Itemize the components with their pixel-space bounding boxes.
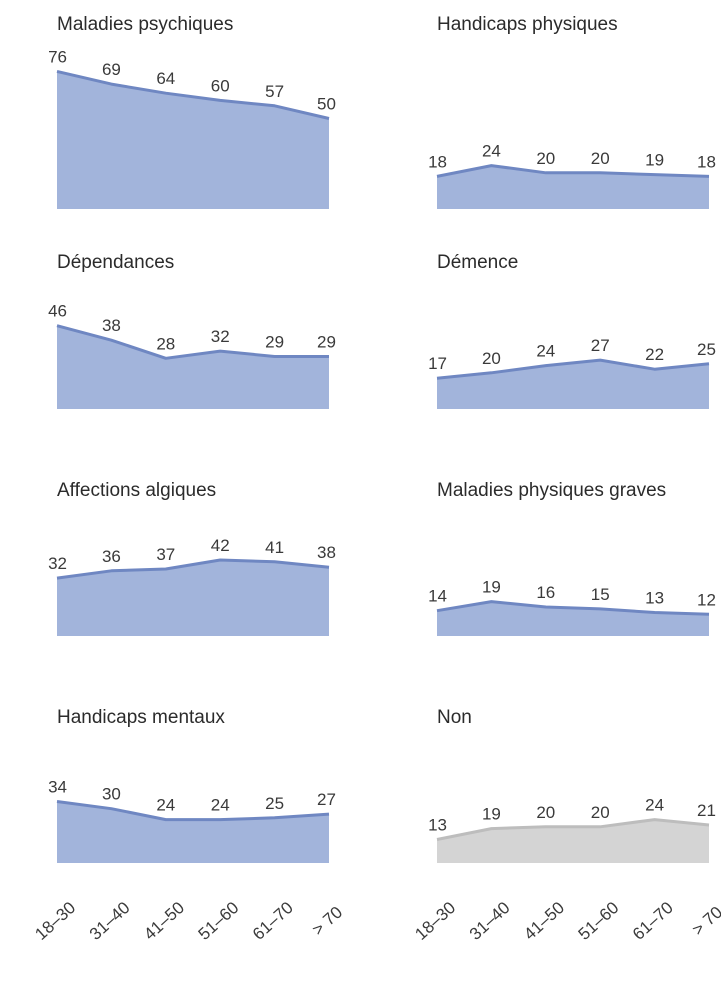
data-label: 24: [211, 796, 230, 815]
data-label: 50: [317, 95, 336, 114]
x-tick-label: 18–30: [31, 898, 79, 944]
data-label: 18: [428, 152, 447, 171]
data-label: 20: [536, 149, 555, 168]
series-line: [436, 164, 710, 178]
x-tick-label: 61–70: [629, 898, 677, 944]
data-label: 25: [697, 340, 716, 359]
area-fill: [57, 560, 329, 636]
panel-4: Démence 17 20 24 27 22 25: [428, 252, 716, 409]
data-label: 34: [48, 777, 67, 796]
data-label: 32: [48, 554, 67, 573]
data-label: 24: [482, 142, 501, 161]
data-label: 18: [697, 152, 716, 171]
data-label: 29: [317, 333, 336, 352]
data-label: 60: [211, 76, 230, 95]
data-label: 15: [591, 585, 610, 604]
data-label: 13: [428, 815, 447, 834]
x-tick-label: 31–40: [86, 898, 134, 944]
x-tick-label: 41–50: [520, 898, 568, 944]
data-label: 42: [211, 536, 230, 555]
data-label: 19: [482, 578, 501, 597]
series-line: [436, 358, 710, 380]
data-label: 38: [102, 316, 121, 335]
panel-title: Maladies physiques graves: [437, 480, 666, 501]
panel-3: Dépendances 46 38 28 32 29 29: [48, 252, 336, 409]
series-line: [56, 69, 330, 120]
data-label: 29: [265, 333, 284, 352]
panel-title: Non: [437, 707, 472, 728]
data-label: 17: [428, 354, 447, 373]
panel-7: Handicaps mentaux 34 30 24 24 25 27: [48, 707, 336, 863]
data-label: 41: [265, 538, 284, 557]
series-line: [56, 558, 330, 580]
data-label: 20: [482, 349, 501, 368]
data-label: 32: [211, 327, 230, 346]
panel-1: Maladies psychiques 76 69 64 60 57 50: [48, 14, 336, 210]
panel-5: Affections algiques 32 36 37 42 41 38: [48, 480, 336, 636]
data-label: 25: [265, 794, 284, 813]
series-line: [436, 600, 710, 616]
panel-title: Affections algiques: [57, 480, 216, 501]
data-label: 19: [645, 151, 664, 170]
data-label: 20: [536, 803, 555, 822]
panel-8: Non 13 19 20 20 24 21: [428, 707, 716, 863]
x-tick-label: 18–30: [411, 898, 459, 944]
x-tick-label: > 70: [688, 903, 721, 940]
panel-title: Handicaps physiques: [437, 14, 618, 35]
x-tick-label: 41–50: [140, 898, 188, 944]
data-label: 20: [591, 149, 610, 168]
x-tick-label: 31–40: [466, 898, 514, 944]
data-label: 12: [697, 590, 716, 609]
data-label: 14: [428, 587, 447, 606]
data-label: 37: [156, 545, 175, 564]
data-label: 30: [102, 785, 121, 804]
series-line: [56, 800, 330, 822]
data-label: 16: [536, 583, 555, 602]
area-fill: [57, 71, 329, 210]
panel-6: Maladies physiques graves 14 19 16 15 13 12: [428, 480, 716, 636]
data-label: 22: [645, 345, 664, 364]
panel-title: Handicaps mentaux: [57, 707, 225, 728]
data-label: 24: [536, 342, 555, 361]
data-label: 19: [482, 805, 501, 824]
data-label: 38: [317, 543, 336, 562]
data-label: 13: [645, 588, 664, 607]
data-label: 20: [591, 803, 610, 822]
data-label: 64: [156, 69, 175, 88]
data-label: 36: [102, 547, 121, 566]
data-label: 24: [645, 796, 664, 815]
data-label: 24: [156, 796, 175, 815]
series-line: [56, 324, 329, 360]
area-fill: [437, 819, 709, 863]
data-label: 27: [591, 336, 610, 355]
panel-title: Dépendances: [57, 252, 174, 273]
data-label: 28: [156, 334, 175, 353]
area-fill: [437, 165, 709, 209]
data-label: 21: [697, 801, 716, 820]
data-label: 27: [317, 790, 336, 809]
x-tick-label: 61–70: [249, 898, 297, 944]
data-label: 57: [265, 82, 284, 101]
data-label: 69: [102, 60, 121, 79]
panel-2: Handicaps physiques 18 24 20 20 19 18: [428, 14, 716, 209]
panel-title: Maladies psychiques: [57, 14, 233, 35]
data-label: 46: [48, 302, 67, 321]
panel-title: Démence: [437, 252, 518, 273]
series-line: [436, 818, 710, 841]
area-fill: [57, 801, 329, 863]
x-tick-label: > 70: [308, 903, 346, 940]
area-fill: [57, 325, 329, 409]
x-tick-label: 51–60: [575, 898, 623, 944]
data-label: 76: [48, 47, 67, 66]
area-fill: [437, 601, 709, 636]
x-tick-label: 51–60: [195, 898, 243, 944]
